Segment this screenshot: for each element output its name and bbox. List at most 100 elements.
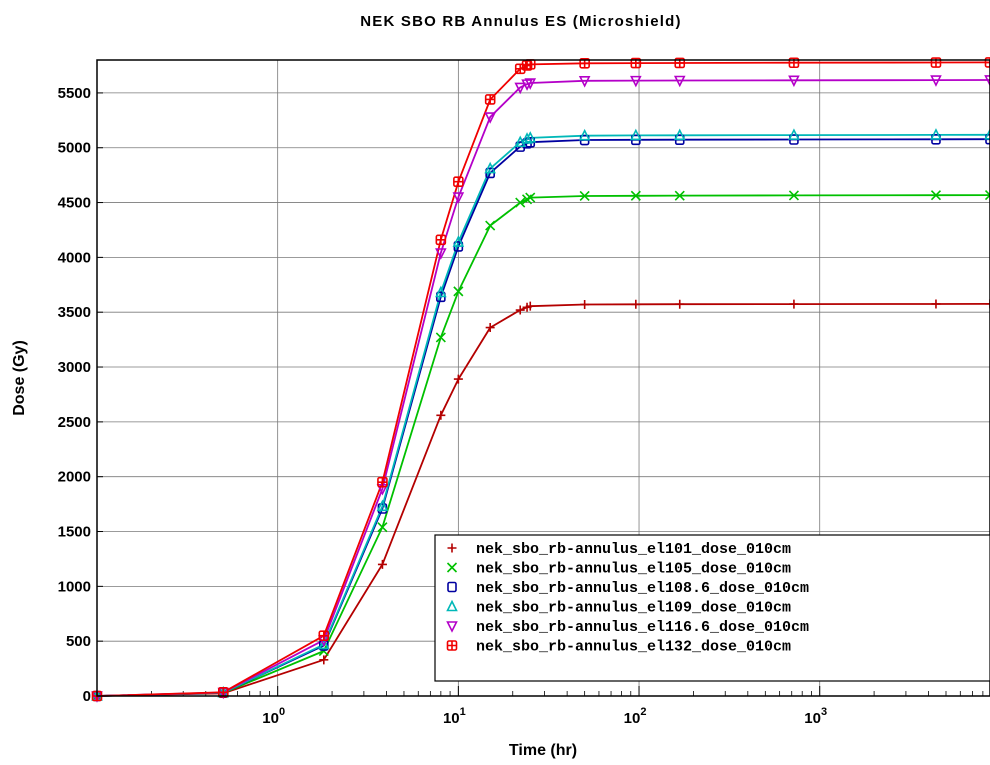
data-point	[984, 75, 990, 87]
data-point	[485, 323, 495, 333]
x-tick-base: 10	[804, 710, 821, 727]
y-tick-label: 5500	[58, 85, 91, 102]
data-point	[930, 190, 942, 201]
legend-marker	[446, 621, 458, 633]
legend-marker	[447, 581, 457, 593]
y-tick-label: 0	[83, 688, 91, 705]
legend-entry-3: nek_sbo_rb-annulus_el108.6_dose_010cm	[447, 580, 809, 597]
data-point	[931, 299, 941, 309]
data-point	[452, 192, 465, 204]
x-tick-label: 103	[804, 706, 827, 727]
legend-entry-5: nek_sbo_rb-annulus_el116.6_dose_010cm	[446, 619, 809, 636]
y-tick-label: 3000	[58, 359, 91, 376]
data-point	[788, 190, 799, 201]
data-point	[673, 128, 686, 141]
data-point	[525, 192, 536, 203]
x-tick-exponent: 1	[460, 706, 466, 718]
data-point	[485, 220, 496, 231]
data-point	[524, 131, 537, 143]
y-tick-label: 3500	[58, 304, 91, 321]
chart-title: NEK SBO RB Annulus ES (Microshield)	[360, 13, 681, 30]
x-tick-base: 10	[443, 710, 460, 727]
x-axis-label: Time (hr)	[509, 742, 577, 759]
data-point	[631, 299, 641, 309]
x-tick-label: 101	[443, 706, 466, 727]
data-point-cross	[485, 94, 495, 104]
data-point-cross	[525, 59, 535, 69]
plot-frame	[96, 59, 990, 697]
legend-marker	[446, 599, 458, 612]
data-point	[484, 161, 496, 174]
legend-entry-1: nek_sbo_rb-annulus_el101_dose_010cm	[447, 541, 791, 558]
y-tick-label: 5000	[58, 140, 91, 157]
y-ticks: 0 500 1000 1500 2000 2500 3000 3500 4000 4500 5000…	[58, 85, 103, 705]
x-tick-base: 10	[624, 710, 641, 727]
legend-label: nek_sbo_rb-annulus_el116.6_dose_010cm	[476, 619, 809, 636]
x-tick-exponent: 3	[821, 706, 827, 718]
y-axis-label: Dose (Gy)	[11, 340, 28, 416]
data-point	[579, 190, 590, 202]
data-point	[515, 305, 525, 315]
data-point	[985, 299, 990, 309]
data-point	[377, 522, 388, 533]
data-point	[788, 75, 800, 88]
legend-label: nek_sbo_rb-annulus_el109_dose_010cm	[476, 600, 791, 617]
legend-label: nek_sbo_rb-annulus_el105_dose_010cm	[476, 561, 791, 578]
data-point	[630, 128, 642, 141]
data-point	[984, 190, 990, 201]
series-line-1	[96, 302, 990, 697]
x-tick-base: 10	[262, 710, 279, 727]
data-point	[319, 655, 329, 665]
data-point	[435, 285, 447, 298]
data-point	[318, 637, 330, 650]
data-point	[376, 499, 389, 512]
data-point	[930, 75, 942, 87]
data-point	[984, 127, 990, 140]
data-point	[524, 78, 537, 90]
data-point-cross	[453, 177, 463, 187]
data-point	[930, 128, 942, 140]
legend-label: nek_sbo_rb-annulus_el101_dose_010cm	[476, 541, 791, 558]
legend-marker-cross	[447, 641, 457, 650]
y-tick-label: 1000	[58, 578, 91, 595]
legend-entry-6: nek_sbo_rb-annulus_el132_dose_010cm	[446, 639, 791, 656]
data-point	[436, 410, 446, 420]
series-line-6	[96, 61, 990, 697]
data-point	[788, 128, 800, 140]
legend-box	[434, 534, 990, 682]
data-point	[578, 76, 591, 88]
x-tick-label: 100	[262, 706, 285, 727]
y-tick-label: 1500	[58, 524, 91, 541]
data-point	[453, 374, 463, 384]
data-point-cross	[377, 477, 387, 487]
x-tick-label: 102	[624, 706, 647, 727]
legend-label: nek_sbo_rb-annulus_el108.6_dose_010cm	[476, 580, 809, 597]
data-point-cross	[319, 631, 329, 641]
data-point	[789, 299, 799, 309]
data-point	[514, 82, 527, 95]
legend-entry-4: nek_sbo_rb-annulus_el109_dose_010cm	[446, 599, 791, 617]
data-point	[580, 300, 590, 310]
legend-label: nek_sbo_rb-annulus_el132_dose_010cm	[476, 639, 791, 656]
data-point	[521, 194, 533, 205]
y-tick-label: 2500	[58, 414, 91, 431]
legend-marker	[447, 543, 457, 553]
data-point	[674, 190, 685, 201]
y-tick-label: 500	[66, 633, 91, 650]
series-line-2	[96, 194, 990, 697]
data-point	[525, 301, 535, 311]
data-point	[435, 248, 447, 260]
data-point	[515, 197, 526, 208]
data-point	[453, 286, 464, 297]
data-point	[675, 299, 685, 309]
y-tick-label: 4000	[58, 249, 91, 266]
y-tick-label: 2000	[58, 469, 91, 486]
x-tick-exponent: 0	[279, 706, 285, 718]
legend: nek_sbo_rb-annulus_el101_dose_010cm nek_s…	[434, 534, 990, 682]
data-point	[578, 128, 591, 141]
data-point	[484, 112, 496, 124]
data-point-cross	[436, 235, 446, 245]
data-point	[630, 190, 641, 201]
data-point	[377, 559, 387, 569]
